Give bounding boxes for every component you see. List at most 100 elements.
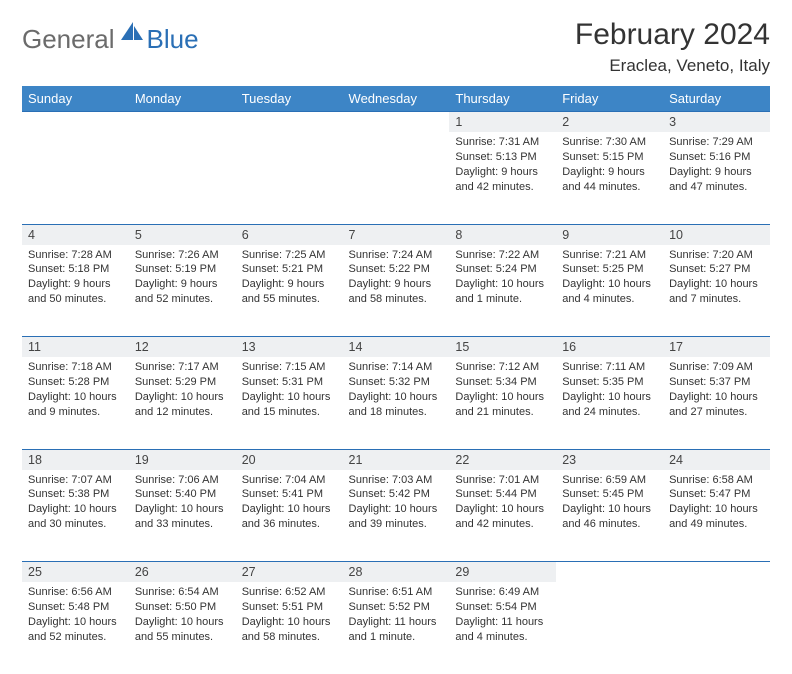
- daylight-text: Daylight: 10 hours: [562, 390, 657, 405]
- sunrise-text: Sunrise: 7:04 AM: [242, 473, 337, 488]
- day-content-row: Sunrise: 7:28 AMSunset: 5:18 PMDaylight:…: [22, 245, 770, 337]
- day-number-row: 123: [22, 112, 770, 133]
- day-content-cell: Sunrise: 7:11 AMSunset: 5:35 PMDaylight:…: [556, 357, 663, 449]
- day-content-cell: Sunrise: 7:03 AMSunset: 5:42 PMDaylight:…: [343, 470, 450, 562]
- sunset-text: Sunset: 5:22 PM: [349, 262, 444, 277]
- sunset-text: Sunset: 5:25 PM: [562, 262, 657, 277]
- daylight-text: and 44 minutes.: [562, 180, 657, 195]
- day-number-cell: [343, 112, 450, 133]
- day-number-cell: 27: [236, 562, 343, 583]
- daylight-text: Daylight: 10 hours: [135, 502, 230, 517]
- location: Eraclea, Veneto, Italy: [575, 56, 770, 76]
- daylight-text: and 49 minutes.: [669, 517, 764, 532]
- daylight-text: Daylight: 10 hours: [28, 502, 123, 517]
- daylight-text: and 42 minutes.: [455, 180, 550, 195]
- day-content-cell: Sunrise: 7:30 AMSunset: 5:15 PMDaylight:…: [556, 132, 663, 224]
- daylight-text: and 30 minutes.: [28, 517, 123, 532]
- day-number-cell: 9: [556, 224, 663, 245]
- day-content-cell: Sunrise: 7:22 AMSunset: 5:24 PMDaylight:…: [449, 245, 556, 337]
- day-number-row: 2526272829: [22, 562, 770, 583]
- daylight-text: Daylight: 10 hours: [28, 615, 123, 630]
- day-content-cell: Sunrise: 7:20 AMSunset: 5:27 PMDaylight:…: [663, 245, 770, 337]
- day-number-cell: 10: [663, 224, 770, 245]
- day-number-cell: [129, 112, 236, 133]
- day-content-row: Sunrise: 6:56 AMSunset: 5:48 PMDaylight:…: [22, 582, 770, 674]
- sunrise-text: Sunrise: 6:52 AM: [242, 585, 337, 600]
- day-content-cell: Sunrise: 7:09 AMSunset: 5:37 PMDaylight:…: [663, 357, 770, 449]
- sunset-text: Sunset: 5:52 PM: [349, 600, 444, 615]
- daylight-text: Daylight: 10 hours: [349, 390, 444, 405]
- sunset-text: Sunset: 5:31 PM: [242, 375, 337, 390]
- day-content-row: Sunrise: 7:07 AMSunset: 5:38 PMDaylight:…: [22, 470, 770, 562]
- sunrise-text: Sunrise: 6:54 AM: [135, 585, 230, 600]
- sunrise-text: Sunrise: 7:30 AM: [562, 135, 657, 150]
- daylight-text: and 7 minutes.: [669, 292, 764, 307]
- day-number-cell: 14: [343, 337, 450, 358]
- sunrise-text: Sunrise: 6:49 AM: [455, 585, 550, 600]
- day-content-cell: Sunrise: 6:51 AMSunset: 5:52 PMDaylight:…: [343, 582, 450, 674]
- day-number-cell: 20: [236, 449, 343, 470]
- day-number-cell: 23: [556, 449, 663, 470]
- sunset-text: Sunset: 5:34 PM: [455, 375, 550, 390]
- daylight-text: and 33 minutes.: [135, 517, 230, 532]
- sunrise-text: Sunrise: 6:51 AM: [349, 585, 444, 600]
- sunrise-text: Sunrise: 7:21 AM: [562, 248, 657, 263]
- sunset-text: Sunset: 5:35 PM: [562, 375, 657, 390]
- day-content-cell: Sunrise: 7:12 AMSunset: 5:34 PMDaylight:…: [449, 357, 556, 449]
- day-number-cell: 7: [343, 224, 450, 245]
- sunrise-text: Sunrise: 7:26 AM: [135, 248, 230, 263]
- daylight-text: Daylight: 11 hours: [349, 615, 444, 630]
- sunrise-text: Sunrise: 7:09 AM: [669, 360, 764, 375]
- sunrise-text: Sunrise: 7:14 AM: [349, 360, 444, 375]
- daylight-text: and 52 minutes.: [135, 292, 230, 307]
- sunset-text: Sunset: 5:24 PM: [455, 262, 550, 277]
- day-number-cell: 12: [129, 337, 236, 358]
- daylight-text: Daylight: 9 hours: [242, 277, 337, 292]
- sunset-text: Sunset: 5:45 PM: [562, 487, 657, 502]
- sunset-text: Sunset: 5:44 PM: [455, 487, 550, 502]
- day-number-cell: 22: [449, 449, 556, 470]
- day-content-cell: Sunrise: 7:01 AMSunset: 5:44 PMDaylight:…: [449, 470, 556, 562]
- day-content-cell: Sunrise: 6:56 AMSunset: 5:48 PMDaylight:…: [22, 582, 129, 674]
- day-number-cell: 13: [236, 337, 343, 358]
- sunset-text: Sunset: 5:32 PM: [349, 375, 444, 390]
- day-number-cell: 18: [22, 449, 129, 470]
- daylight-text: Daylight: 10 hours: [669, 502, 764, 517]
- day-number-cell: 21: [343, 449, 450, 470]
- daylight-text: and 55 minutes.: [135, 630, 230, 645]
- day-number-cell: 5: [129, 224, 236, 245]
- sunrise-text: Sunrise: 7:17 AM: [135, 360, 230, 375]
- daylight-text: Daylight: 9 hours: [455, 165, 550, 180]
- day-number-cell: 11: [22, 337, 129, 358]
- day-number-row: 11121314151617: [22, 337, 770, 358]
- sunset-text: Sunset: 5:19 PM: [135, 262, 230, 277]
- day-number-cell: 3: [663, 112, 770, 133]
- weekday-header: Sunday: [22, 86, 129, 112]
- day-number-cell: 19: [129, 449, 236, 470]
- day-number-row: 18192021222324: [22, 449, 770, 470]
- sunset-text: Sunset: 5:41 PM: [242, 487, 337, 502]
- day-number-cell: [236, 112, 343, 133]
- day-content-cell: Sunrise: 7:17 AMSunset: 5:29 PMDaylight:…: [129, 357, 236, 449]
- sunrise-text: Sunrise: 7:31 AM: [455, 135, 550, 150]
- day-content-cell: Sunrise: 7:15 AMSunset: 5:31 PMDaylight:…: [236, 357, 343, 449]
- title-block: February 2024 Eraclea, Veneto, Italy: [575, 18, 770, 76]
- sunset-text: Sunset: 5:16 PM: [669, 150, 764, 165]
- daylight-text: Daylight: 9 hours: [669, 165, 764, 180]
- daylight-text: Daylight: 10 hours: [455, 390, 550, 405]
- weekday-header: Tuesday: [236, 86, 343, 112]
- daylight-text: and 18 minutes.: [349, 405, 444, 420]
- day-number-cell: 28: [343, 562, 450, 583]
- logo: General Blue: [22, 24, 199, 55]
- sunrise-text: Sunrise: 6:58 AM: [669, 473, 764, 488]
- daylight-text: Daylight: 10 hours: [455, 502, 550, 517]
- daylight-text: Daylight: 10 hours: [242, 390, 337, 405]
- daylight-text: Daylight: 10 hours: [669, 390, 764, 405]
- sunrise-text: Sunrise: 7:22 AM: [455, 248, 550, 263]
- day-content-row: Sunrise: 7:31 AMSunset: 5:13 PMDaylight:…: [22, 132, 770, 224]
- day-content-cell: Sunrise: 7:25 AMSunset: 5:21 PMDaylight:…: [236, 245, 343, 337]
- month-title: February 2024: [575, 18, 770, 52]
- daylight-text: Daylight: 10 hours: [28, 390, 123, 405]
- daylight-text: and 55 minutes.: [242, 292, 337, 307]
- day-content-cell: Sunrise: 7:28 AMSunset: 5:18 PMDaylight:…: [22, 245, 129, 337]
